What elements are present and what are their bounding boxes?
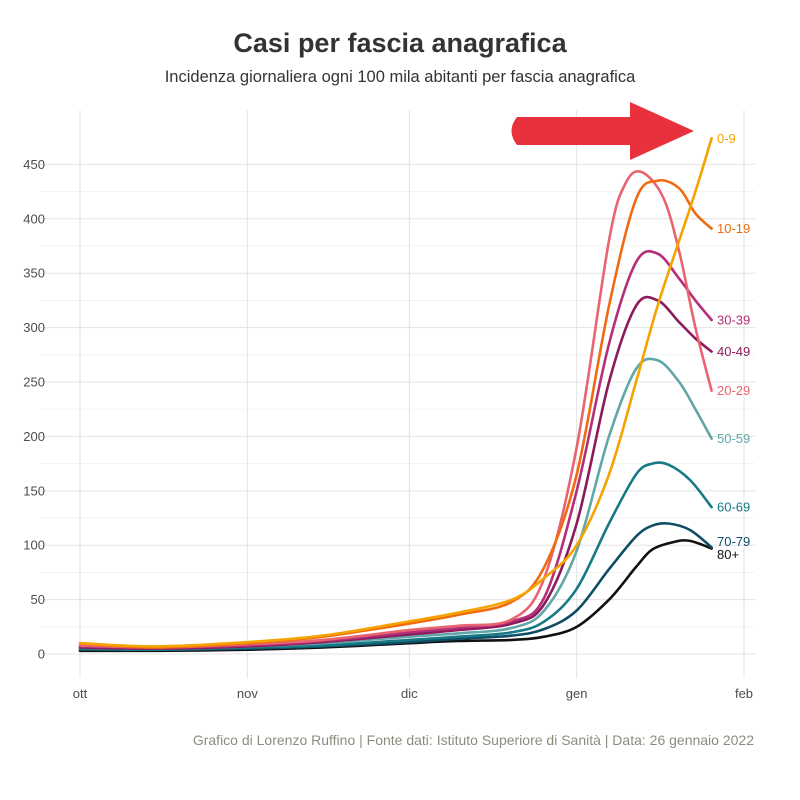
y-tick-label: 50 xyxy=(31,592,45,607)
series-label-80+: 80+ xyxy=(717,547,739,562)
y-tick-label: 200 xyxy=(23,429,45,444)
y-tick-label: 150 xyxy=(23,483,45,498)
x-tick-label: ott xyxy=(73,686,88,701)
y-tick-label: 250 xyxy=(23,375,45,390)
grid-layer xyxy=(40,110,755,678)
y-tick-label: 400 xyxy=(23,211,45,226)
lines-layer xyxy=(78,137,713,653)
series-label-0-9: 0-9 xyxy=(717,131,736,146)
series-labels: 80+70-79 60-69 50-59 40-49 30-39 20-29 10-19 0-… xyxy=(717,131,750,562)
series-line-20-29 xyxy=(78,170,713,649)
series-line-50-59 xyxy=(78,357,713,650)
annotation-layer xyxy=(511,102,694,160)
y-tick-label: 300 xyxy=(23,320,45,335)
series-label-30-39: 30-39 xyxy=(717,313,750,328)
y-tick-label: 0 xyxy=(38,647,45,662)
red-arrow-icon xyxy=(511,102,694,160)
series-label-20-29: 20-29 xyxy=(717,383,750,398)
x-tick-label: gen xyxy=(566,686,588,701)
chart-caption: Grafico di Lorenzo Ruffino | Fonte dati:… xyxy=(192,732,754,748)
series-label-60-69: 60-69 xyxy=(717,500,750,515)
series-label-50-59: 50-59 xyxy=(717,431,750,446)
series-label-10-19: 10-19 xyxy=(717,221,750,236)
series-label-70-79: 70-79 xyxy=(717,534,750,549)
axis-layer: 0 50 100 150 200 250 300 350 400 450 ott nov dic gen f… xyxy=(23,157,753,701)
chart-subtitle: Incidenza giornaliera ogni 100 mila abit… xyxy=(164,68,636,86)
x-tick-label: dic xyxy=(401,686,418,701)
y-tick-label: 450 xyxy=(23,157,45,172)
chart-title: Casi per fascia anagrafica xyxy=(233,28,567,58)
x-tick-label: feb xyxy=(735,686,753,701)
x-tick-label: nov xyxy=(237,686,258,701)
series-line-0-9 xyxy=(78,137,713,648)
y-tick-label: 100 xyxy=(23,538,45,553)
series-label-40-49: 40-49 xyxy=(717,344,750,359)
y-tick-label: 350 xyxy=(23,266,45,281)
series-line-40-49 xyxy=(78,295,713,650)
